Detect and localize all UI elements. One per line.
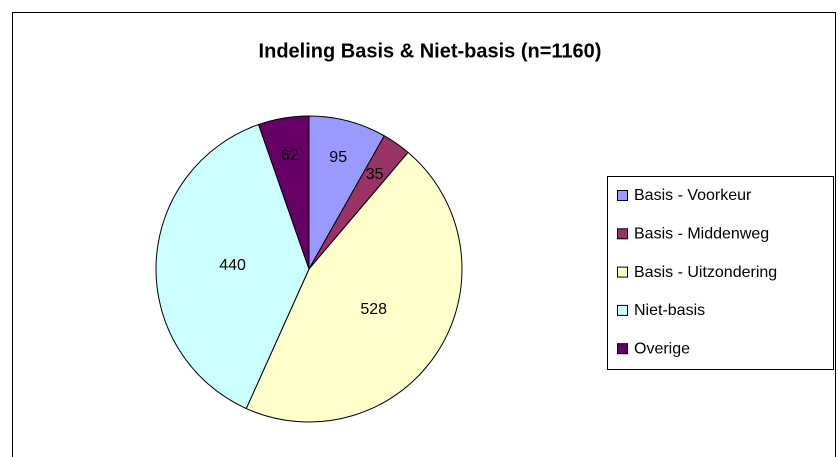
legend-label: Basis - Middenweg bbox=[634, 226, 769, 243]
legend-swatch bbox=[617, 190, 628, 201]
data-label: 62 bbox=[281, 147, 299, 164]
pie-slice bbox=[245, 151, 463, 423]
legend-swatch bbox=[617, 266, 628, 278]
legend-label: Basis - Uitzondering bbox=[634, 264, 777, 281]
chart-title: Indeling Basis & Niet-basis (n=1160) bbox=[259, 40, 602, 62]
legend-swatch bbox=[617, 228, 628, 240]
legend-label: Niet-basis bbox=[634, 302, 705, 319]
data-label: 95 bbox=[329, 149, 347, 166]
data-label: 528 bbox=[360, 301, 387, 318]
data-label: 35 bbox=[366, 166, 384, 183]
legend-swatch bbox=[617, 343, 628, 355]
pie-slice bbox=[257, 115, 310, 270]
legend-swatch bbox=[617, 304, 628, 316]
pie-slice bbox=[155, 123, 310, 410]
data-label: 440 bbox=[219, 257, 246, 274]
legend-label: Basis - Voorkeur bbox=[634, 187, 752, 204]
legend-label: Overige bbox=[634, 340, 690, 357]
legend-box bbox=[607, 176, 834, 370]
